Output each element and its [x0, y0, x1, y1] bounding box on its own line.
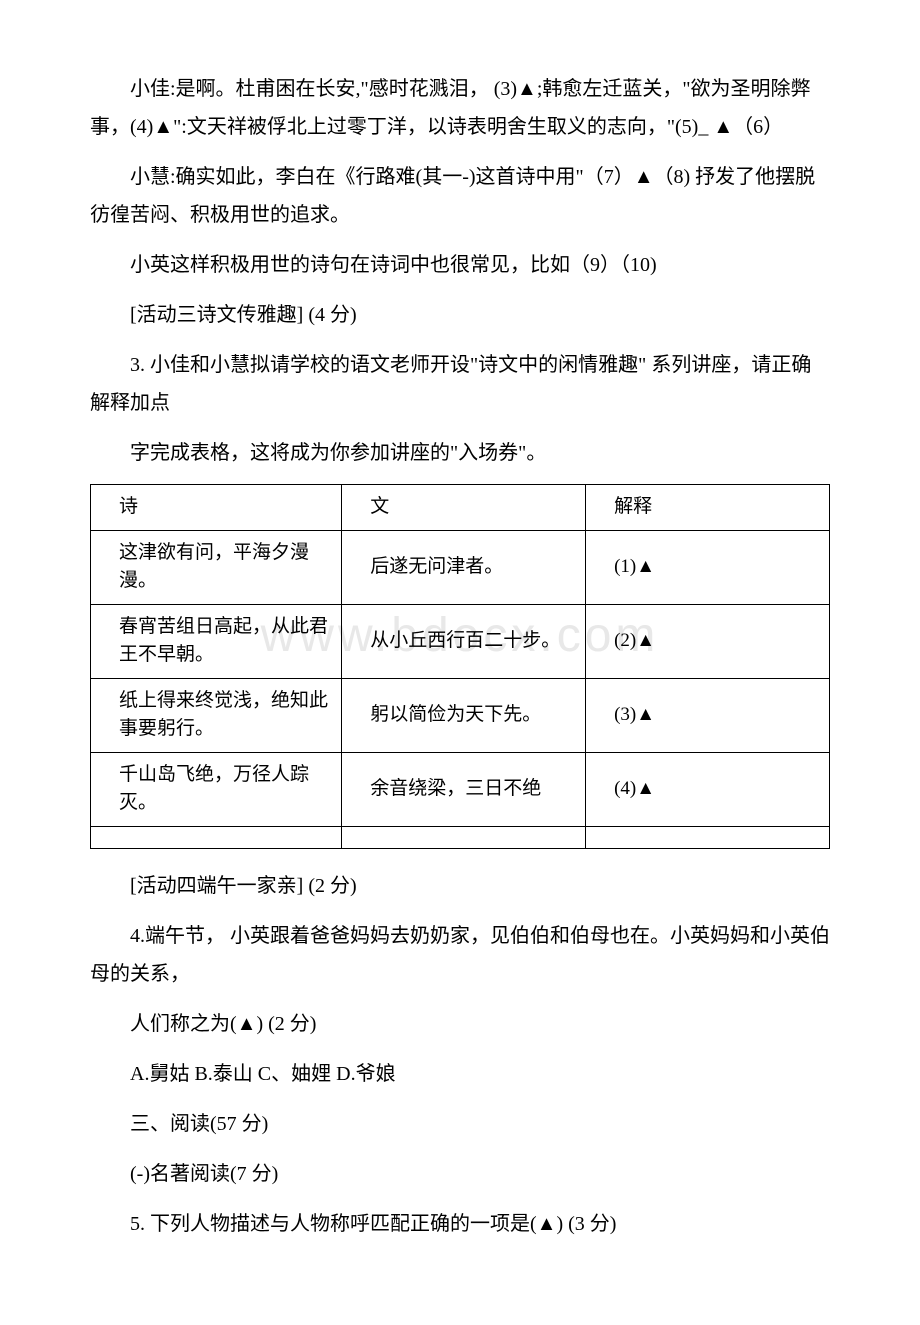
cell-answer: (2)▲ [586, 604, 830, 678]
cell-text: 余音绕梁，三日不绝 [342, 752, 586, 826]
cell-answer: (3)▲ [586, 678, 830, 752]
poetry-table: 诗 文 解释 这津欲有问，平海夕漫漫。 后遂无问津者。 (1)▲ 春宵苦组日高起… [90, 484, 830, 849]
dialogue-xiaojia: 小佳:是啊。杜甫困在长安,"感时花溅泪， (3)▲;韩愈左迁蓝关，"欲为圣明除弊… [90, 70, 830, 146]
cell-answer: (1)▲ [586, 530, 830, 604]
header-poem: 诗 [91, 485, 342, 531]
document-content: 小佳:是啊。杜甫困在长安,"感时花溅泪， (3)▲;韩愈左迁蓝关，"欲为圣明除弊… [90, 70, 830, 1243]
cell-text: 后遂无问津者。 [342, 530, 586, 604]
dialogue-xiaoying: 小英这样积极用世的诗句在诗词中也很常见，比如（9）（10) [90, 246, 830, 284]
table-row: 这津欲有问，平海夕漫漫。 后遂无问津者。 (1)▲ [91, 530, 830, 604]
section-three-title: 三、阅读(57 分) [90, 1105, 830, 1143]
header-text: 文 [342, 485, 586, 531]
question-3-text: 3. 小佳和小慧拟请学校的语文老师开设"诗文中的闲情雅趣" 系列讲座，请正确解释… [90, 346, 830, 422]
table-row: 纸上得来终觉浅，绝知此事要躬行。 躬以简俭为天下先。 (3)▲ [91, 678, 830, 752]
cell-text: 从小丘西行百二十步。 [342, 604, 586, 678]
empty-cell [586, 826, 830, 848]
table-row: 千山岛飞绝，万径人踪灭。 余音绕梁，三日不绝 (4)▲ [91, 752, 830, 826]
subsection-title: (-)名著阅读(7 分) [90, 1155, 830, 1193]
question-4-options: A.舅姑 B.泰山 C、妯娌 D.爷娘 [90, 1055, 830, 1093]
cell-answer: (4)▲ [586, 752, 830, 826]
question-4-text: 4.端午节， 小英跟着爸爸妈妈去奶奶家，见伯伯和伯母也在。小英妈妈和小英伯母的关… [90, 917, 830, 993]
activity-four-title: [活动四端午一家亲] (2 分) [90, 867, 830, 905]
question-3-text-cont: 字完成表格，这将成为你参加讲座的"入场券"。 [90, 434, 830, 472]
table-row: 春宵苦组日高起，从此君王不早朝。 从小丘西行百二十步。 (2)▲ [91, 604, 830, 678]
header-explanation: 解释 [586, 485, 830, 531]
cell-poem: 千山岛飞绝，万径人踪灭。 [91, 752, 342, 826]
activity-three-title: [活动三诗文传雅趣] (4 分) [90, 296, 830, 334]
question-4-blank: 人们称之为(▲) (2 分) [90, 1005, 830, 1043]
question-5-text: 5. 下列人物描述与人物称呼匹配正确的一项是(▲) (3 分) [90, 1205, 830, 1243]
table-header-row: 诗 文 解释 [91, 485, 830, 531]
cell-poem: 纸上得来终觉浅，绝知此事要躬行。 [91, 678, 342, 752]
cell-poem: 春宵苦组日高起，从此君王不早朝。 [91, 604, 342, 678]
cell-poem: 这津欲有问，平海夕漫漫。 [91, 530, 342, 604]
dialogue-xiaohui: 小慧:确实如此，李白在《行路难(其一-)这首诗中用"（7）▲（8) 抒发了他摆脱… [90, 158, 830, 234]
empty-cell [91, 826, 342, 848]
cell-text: 躬以简俭为天下先。 [342, 678, 586, 752]
table-empty-row [91, 826, 830, 848]
empty-cell [342, 826, 586, 848]
